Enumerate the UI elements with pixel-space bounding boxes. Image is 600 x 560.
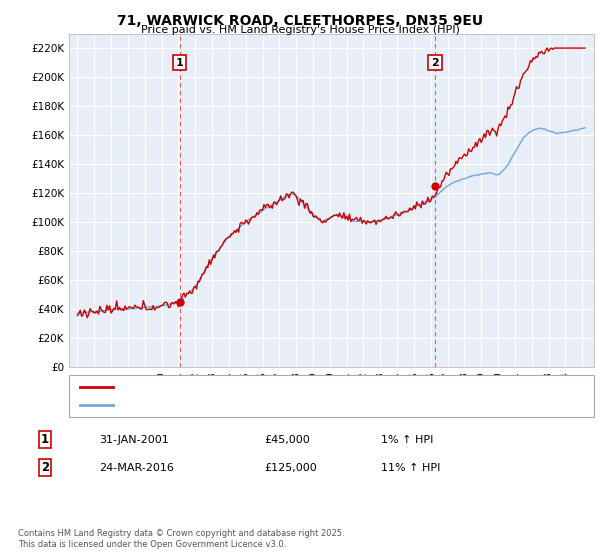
Text: £45,000: £45,000 [264, 435, 310, 445]
Text: 11% ↑ HPI: 11% ↑ HPI [381, 463, 440, 473]
Text: 31-JAN-2001: 31-JAN-2001 [99, 435, 169, 445]
Text: 24-MAR-2016: 24-MAR-2016 [99, 463, 174, 473]
Text: 1% ↑ HPI: 1% ↑ HPI [381, 435, 433, 445]
Text: Contains HM Land Registry data © Crown copyright and database right 2025.
This d: Contains HM Land Registry data © Crown c… [18, 529, 344, 549]
Text: 2: 2 [431, 58, 439, 68]
Text: 1: 1 [176, 58, 184, 68]
Text: 71, WARWICK ROAD, CLEETHORPES, DN35 9EU (semi-detached house): 71, WARWICK ROAD, CLEETHORPES, DN35 9EU … [120, 382, 473, 392]
Text: 2: 2 [41, 461, 49, 474]
Text: Price paid vs. HM Land Registry's House Price Index (HPI): Price paid vs. HM Land Registry's House … [140, 25, 460, 35]
Text: 71, WARWICK ROAD, CLEETHORPES, DN35 9EU: 71, WARWICK ROAD, CLEETHORPES, DN35 9EU [117, 14, 483, 28]
Text: 1: 1 [41, 433, 49, 446]
Text: HPI: Average price, semi-detached house, North East Lincolnshire: HPI: Average price, semi-detached house,… [120, 400, 448, 410]
Text: £125,000: £125,000 [264, 463, 317, 473]
